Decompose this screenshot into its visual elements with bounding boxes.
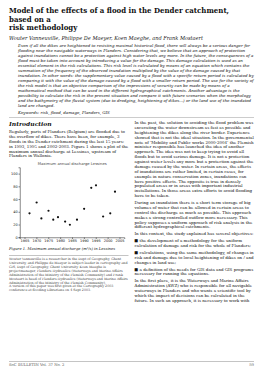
y-tick-mark bbox=[19, 225, 21, 226]
point bbox=[64, 220, 66, 222]
y-tick: 80 bbox=[13, 185, 20, 189]
paragraph: During an inundation there is a short te… bbox=[135, 200, 255, 229]
point bbox=[47, 210, 49, 212]
y-tick-label: 80 bbox=[13, 185, 17, 189]
x-tick-label: 1975 bbox=[44, 239, 53, 243]
paragraph: In the past, the solution to avoiding th… bbox=[135, 120, 255, 198]
x-tick-label: 1995 bbox=[92, 239, 101, 243]
x-tick: 1985 bbox=[68, 238, 77, 244]
y-axis-line bbox=[19, 168, 21, 238]
point bbox=[40, 217, 42, 219]
paragraph: ■ calculations, using the same methodolo… bbox=[135, 250, 255, 265]
y-tick: 60 bbox=[13, 198, 20, 202]
paragraph: In this context, the study explained has… bbox=[135, 232, 255, 237]
chart: 1965197019751980198519901995200020050204… bbox=[9, 161, 129, 246]
point bbox=[102, 215, 104, 217]
footer: SoC BULLETIN Vol. 37 No. 2 59 bbox=[9, 361, 254, 367]
y-tick-mark bbox=[19, 199, 21, 200]
columns: Introduction Regularly, parts of Flanders… bbox=[9, 120, 254, 305]
y-tick-label: 60 bbox=[13, 198, 17, 202]
point bbox=[69, 224, 71, 226]
point bbox=[109, 212, 111, 214]
x-tick-label: 1985 bbox=[68, 239, 77, 243]
x-tick-label: 1990 bbox=[80, 239, 89, 243]
y-tick: 100 bbox=[11, 172, 20, 176]
page-number: 59 bbox=[249, 363, 254, 368]
keywords: Keywords: risk, flood, damage, Flanders,… bbox=[18, 110, 254, 115]
page-title: Model of the effects of a flood in the D… bbox=[9, 6, 254, 32]
x-tick-label: 1970 bbox=[32, 239, 41, 243]
point bbox=[95, 184, 97, 186]
section-heading: Introduction bbox=[9, 120, 129, 127]
x-tick: 1980 bbox=[56, 238, 65, 244]
y-tick: 40 bbox=[13, 210, 20, 214]
chart-title: Maximum annual discharge Lessines bbox=[38, 162, 107, 166]
point bbox=[28, 212, 30, 214]
point bbox=[52, 219, 54, 221]
y-tick-label: 0 bbox=[16, 236, 18, 240]
footer-text: SoC BULLETIN Vol. 37 No. 2 bbox=[9, 363, 64, 368]
x-tick: 1975 bbox=[44, 238, 53, 244]
y-tick-label: 100 bbox=[11, 172, 18, 176]
point bbox=[90, 187, 92, 189]
x-tick-label: 1965 bbox=[21, 239, 30, 243]
y-tick-label: 20 bbox=[13, 223, 17, 227]
x-tick: 2005 bbox=[116, 238, 125, 244]
figure-caption: Figure 1. Maximum annual discharge (m³/s… bbox=[9, 247, 129, 252]
x-tick: 1995 bbox=[92, 238, 101, 244]
y-tick-mark bbox=[19, 237, 21, 238]
point bbox=[114, 191, 116, 193]
points bbox=[28, 184, 116, 226]
y-tick-mark bbox=[19, 212, 21, 213]
intro-text: Regularly, parts of Flanders (Belgium) a… bbox=[9, 129, 129, 158]
point bbox=[36, 201, 38, 203]
paragraph: In the first place, it is the Waterways … bbox=[135, 279, 255, 303]
y-tick: 20 bbox=[13, 223, 20, 227]
x-tick-label: 2005 bbox=[116, 239, 125, 243]
point bbox=[76, 219, 78, 221]
divider bbox=[9, 117, 254, 118]
paragraph: ■ the development of a methodology for t… bbox=[135, 238, 255, 248]
y-axis: 0 20 40 60 80 100 bbox=[11, 168, 20, 240]
paragraph: ■ a definition of the needs for GIS data… bbox=[135, 267, 255, 277]
point bbox=[83, 208, 85, 210]
authors: Wouter Vanneuville, Philippe De Maeyer, … bbox=[9, 35, 254, 41]
left-column: Introduction Regularly, parts of Flanders… bbox=[9, 120, 129, 305]
x-tick: 1990 bbox=[80, 238, 89, 244]
x-tick-label: 1980 bbox=[56, 239, 65, 243]
plot: 1965197019751980198519901995200020050204… bbox=[11, 168, 125, 243]
x-tick-label: 2000 bbox=[104, 239, 113, 243]
point bbox=[57, 216, 59, 218]
x-tick: 2000 bbox=[104, 238, 113, 244]
x-axis: 196519701975198019851990199520002005 bbox=[20, 238, 125, 244]
footnote: Wouter Vanneuville is a researcher in th… bbox=[9, 255, 129, 293]
abstract: Even if all the dikes are heightened to … bbox=[18, 43, 254, 108]
y-tick: 0 bbox=[16, 236, 20, 240]
y-tick-mark bbox=[19, 174, 21, 175]
right-column: In the past, the solution to avoiding th… bbox=[135, 120, 255, 305]
y-tick-mark bbox=[19, 186, 21, 187]
x-tick: 1965 bbox=[21, 238, 30, 244]
x-tick: 1970 bbox=[32, 238, 41, 244]
y-tick-label: 40 bbox=[13, 210, 17, 214]
